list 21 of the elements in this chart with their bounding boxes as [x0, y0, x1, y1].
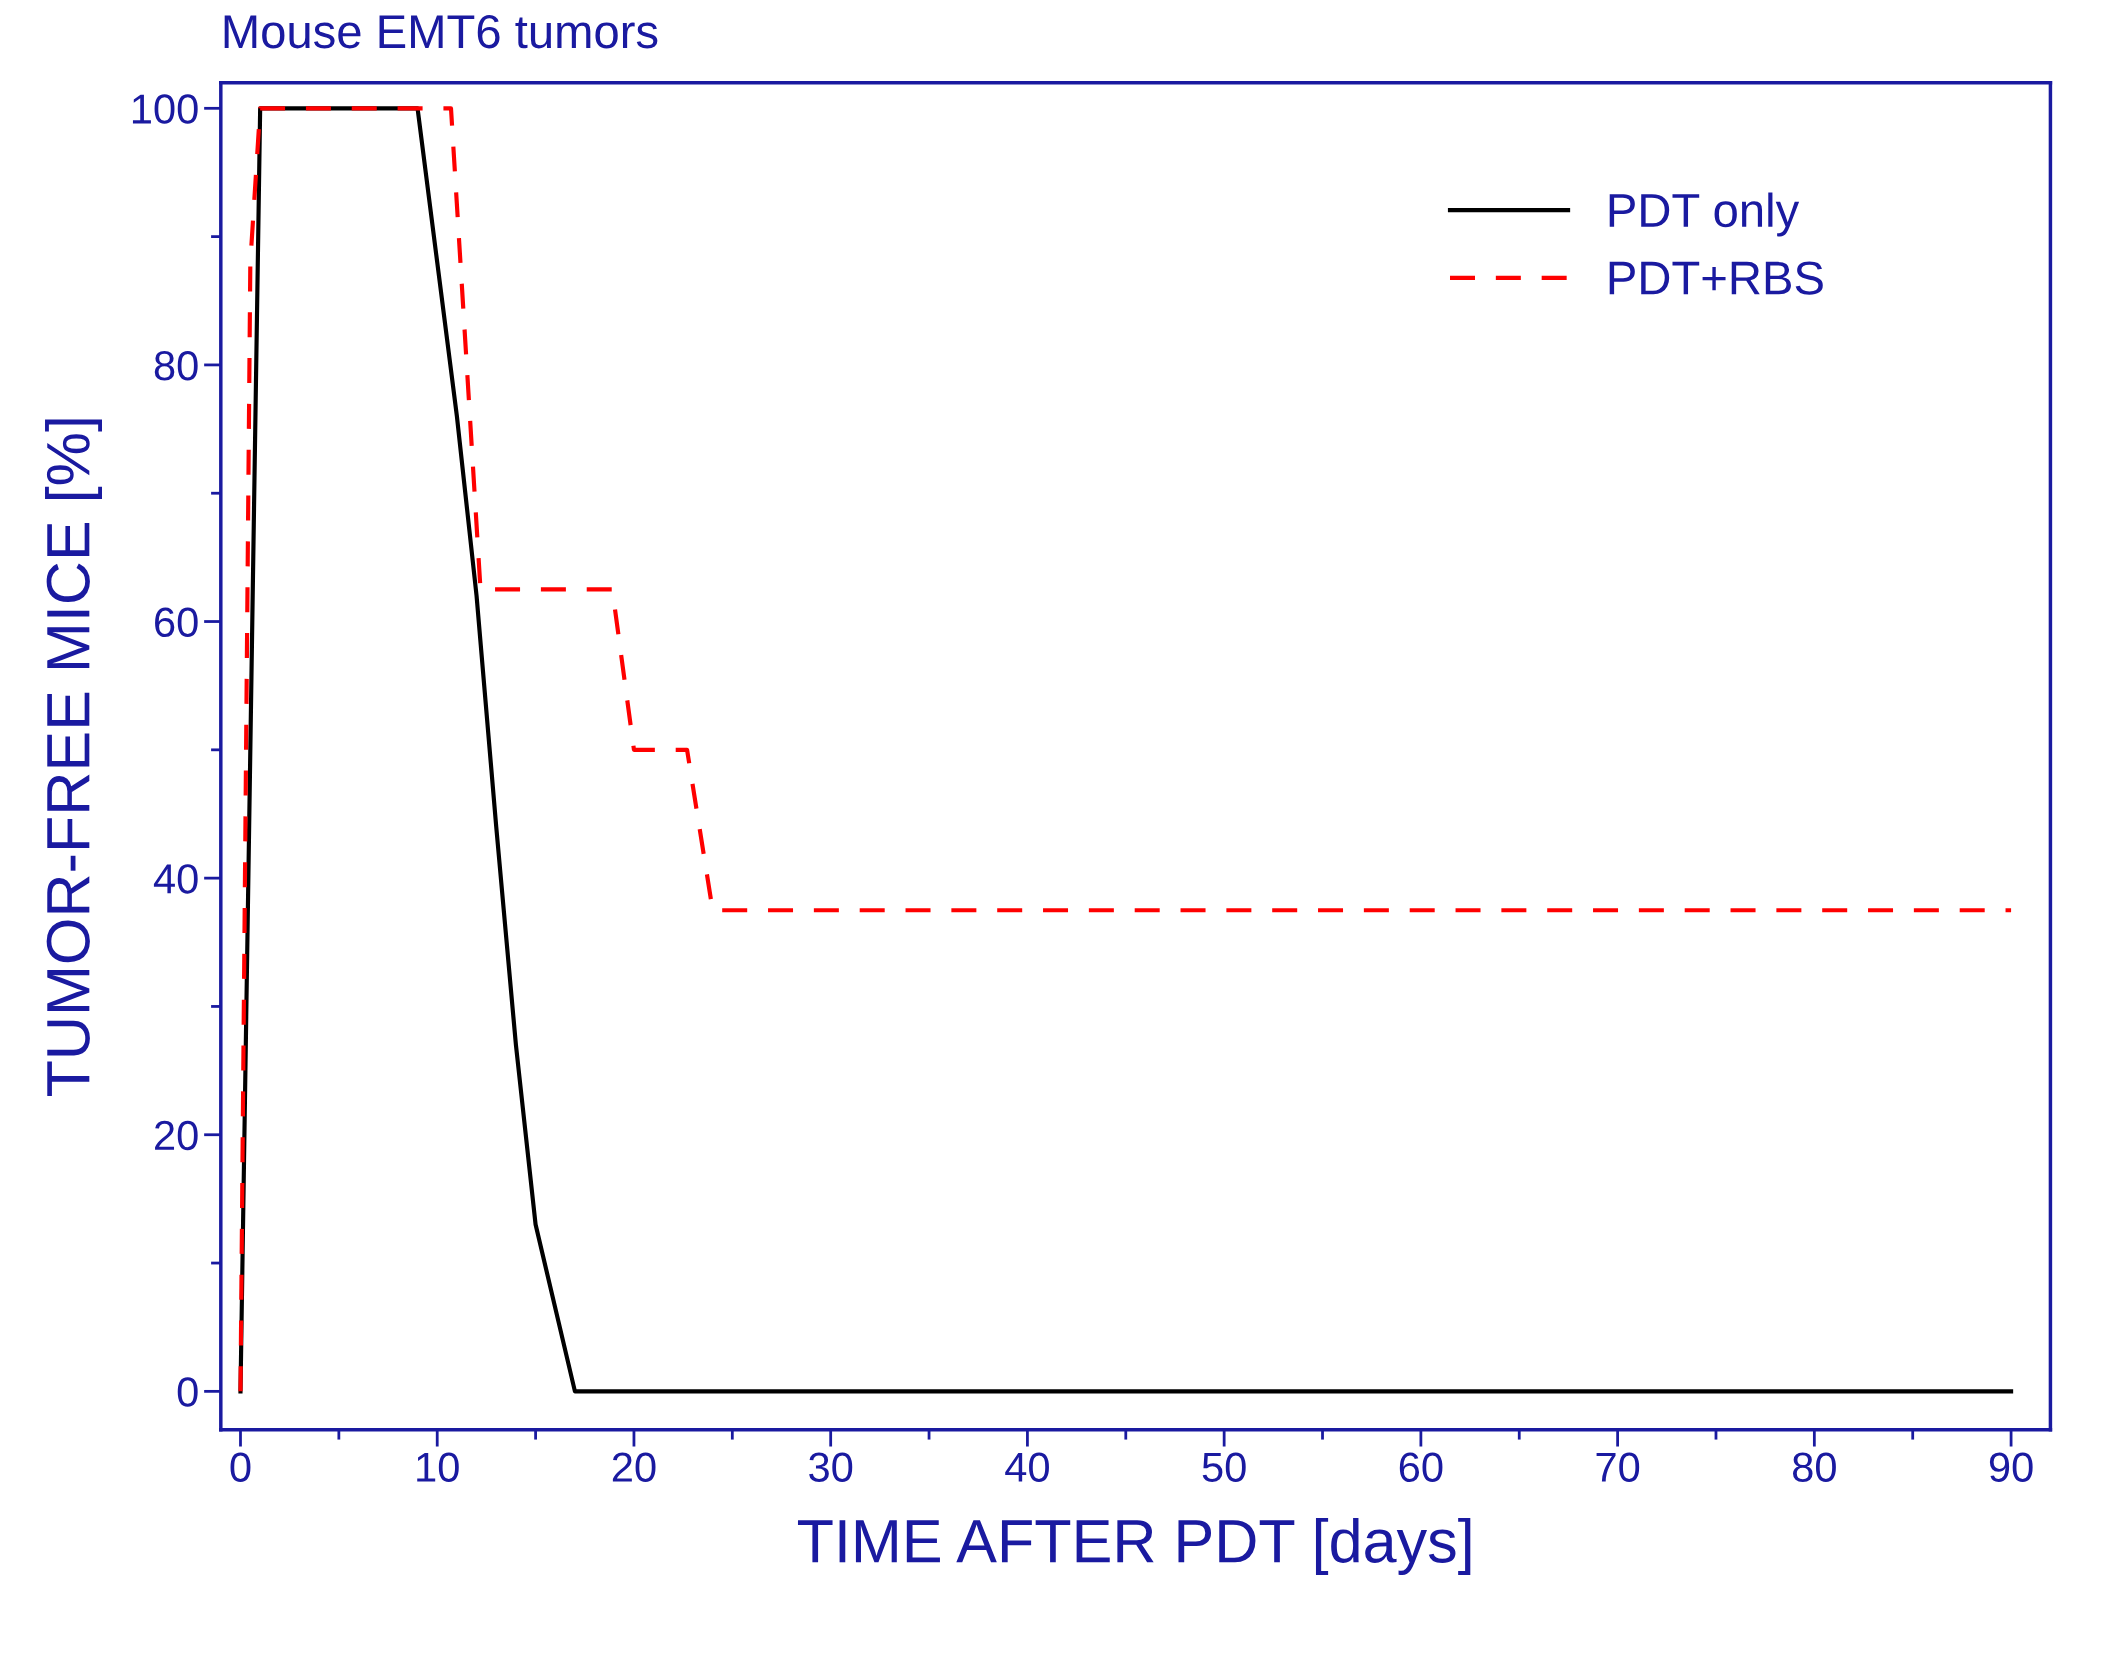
y-tick-label: 40: [153, 864, 198, 894]
x-tick-label: 0: [230, 1452, 251, 1482]
x-tick-label: 90: [1989, 1452, 2033, 1482]
y-tick-label: 20: [155, 1120, 198, 1151]
y-tick-label: 80: [154, 350, 198, 381]
x-tick-label: 10: [417, 1452, 459, 1482]
x-tick-label: 80: [1792, 1452, 1836, 1482]
x-tick-label: 70: [1596, 1452, 1640, 1482]
legend-label: PDT only: [1609, 192, 1800, 237]
chart-title: Mouse EMT6 tumors: [224, 14, 658, 49]
y-tick-label: 0: [177, 1377, 198, 1407]
x-tick-label: 50: [1202, 1452, 1246, 1482]
x-tick-label: 60: [1399, 1452, 1443, 1482]
x-tick-label: 20: [612, 1452, 656, 1482]
y-tick-label: 60: [155, 607, 198, 638]
x-tick-label: 30: [809, 1452, 853, 1482]
x-axis-title: TIME AFTER PDT [days]: [797, 1517, 1471, 1575]
x-tick-label: 40: [1005, 1452, 1049, 1482]
y-axis-title: TUMOR-FREE MICE [%]: [45, 419, 102, 1097]
y-tick-label: 100: [132, 94, 198, 124]
legend-label: PDT+RBS: [1609, 261, 1823, 295]
